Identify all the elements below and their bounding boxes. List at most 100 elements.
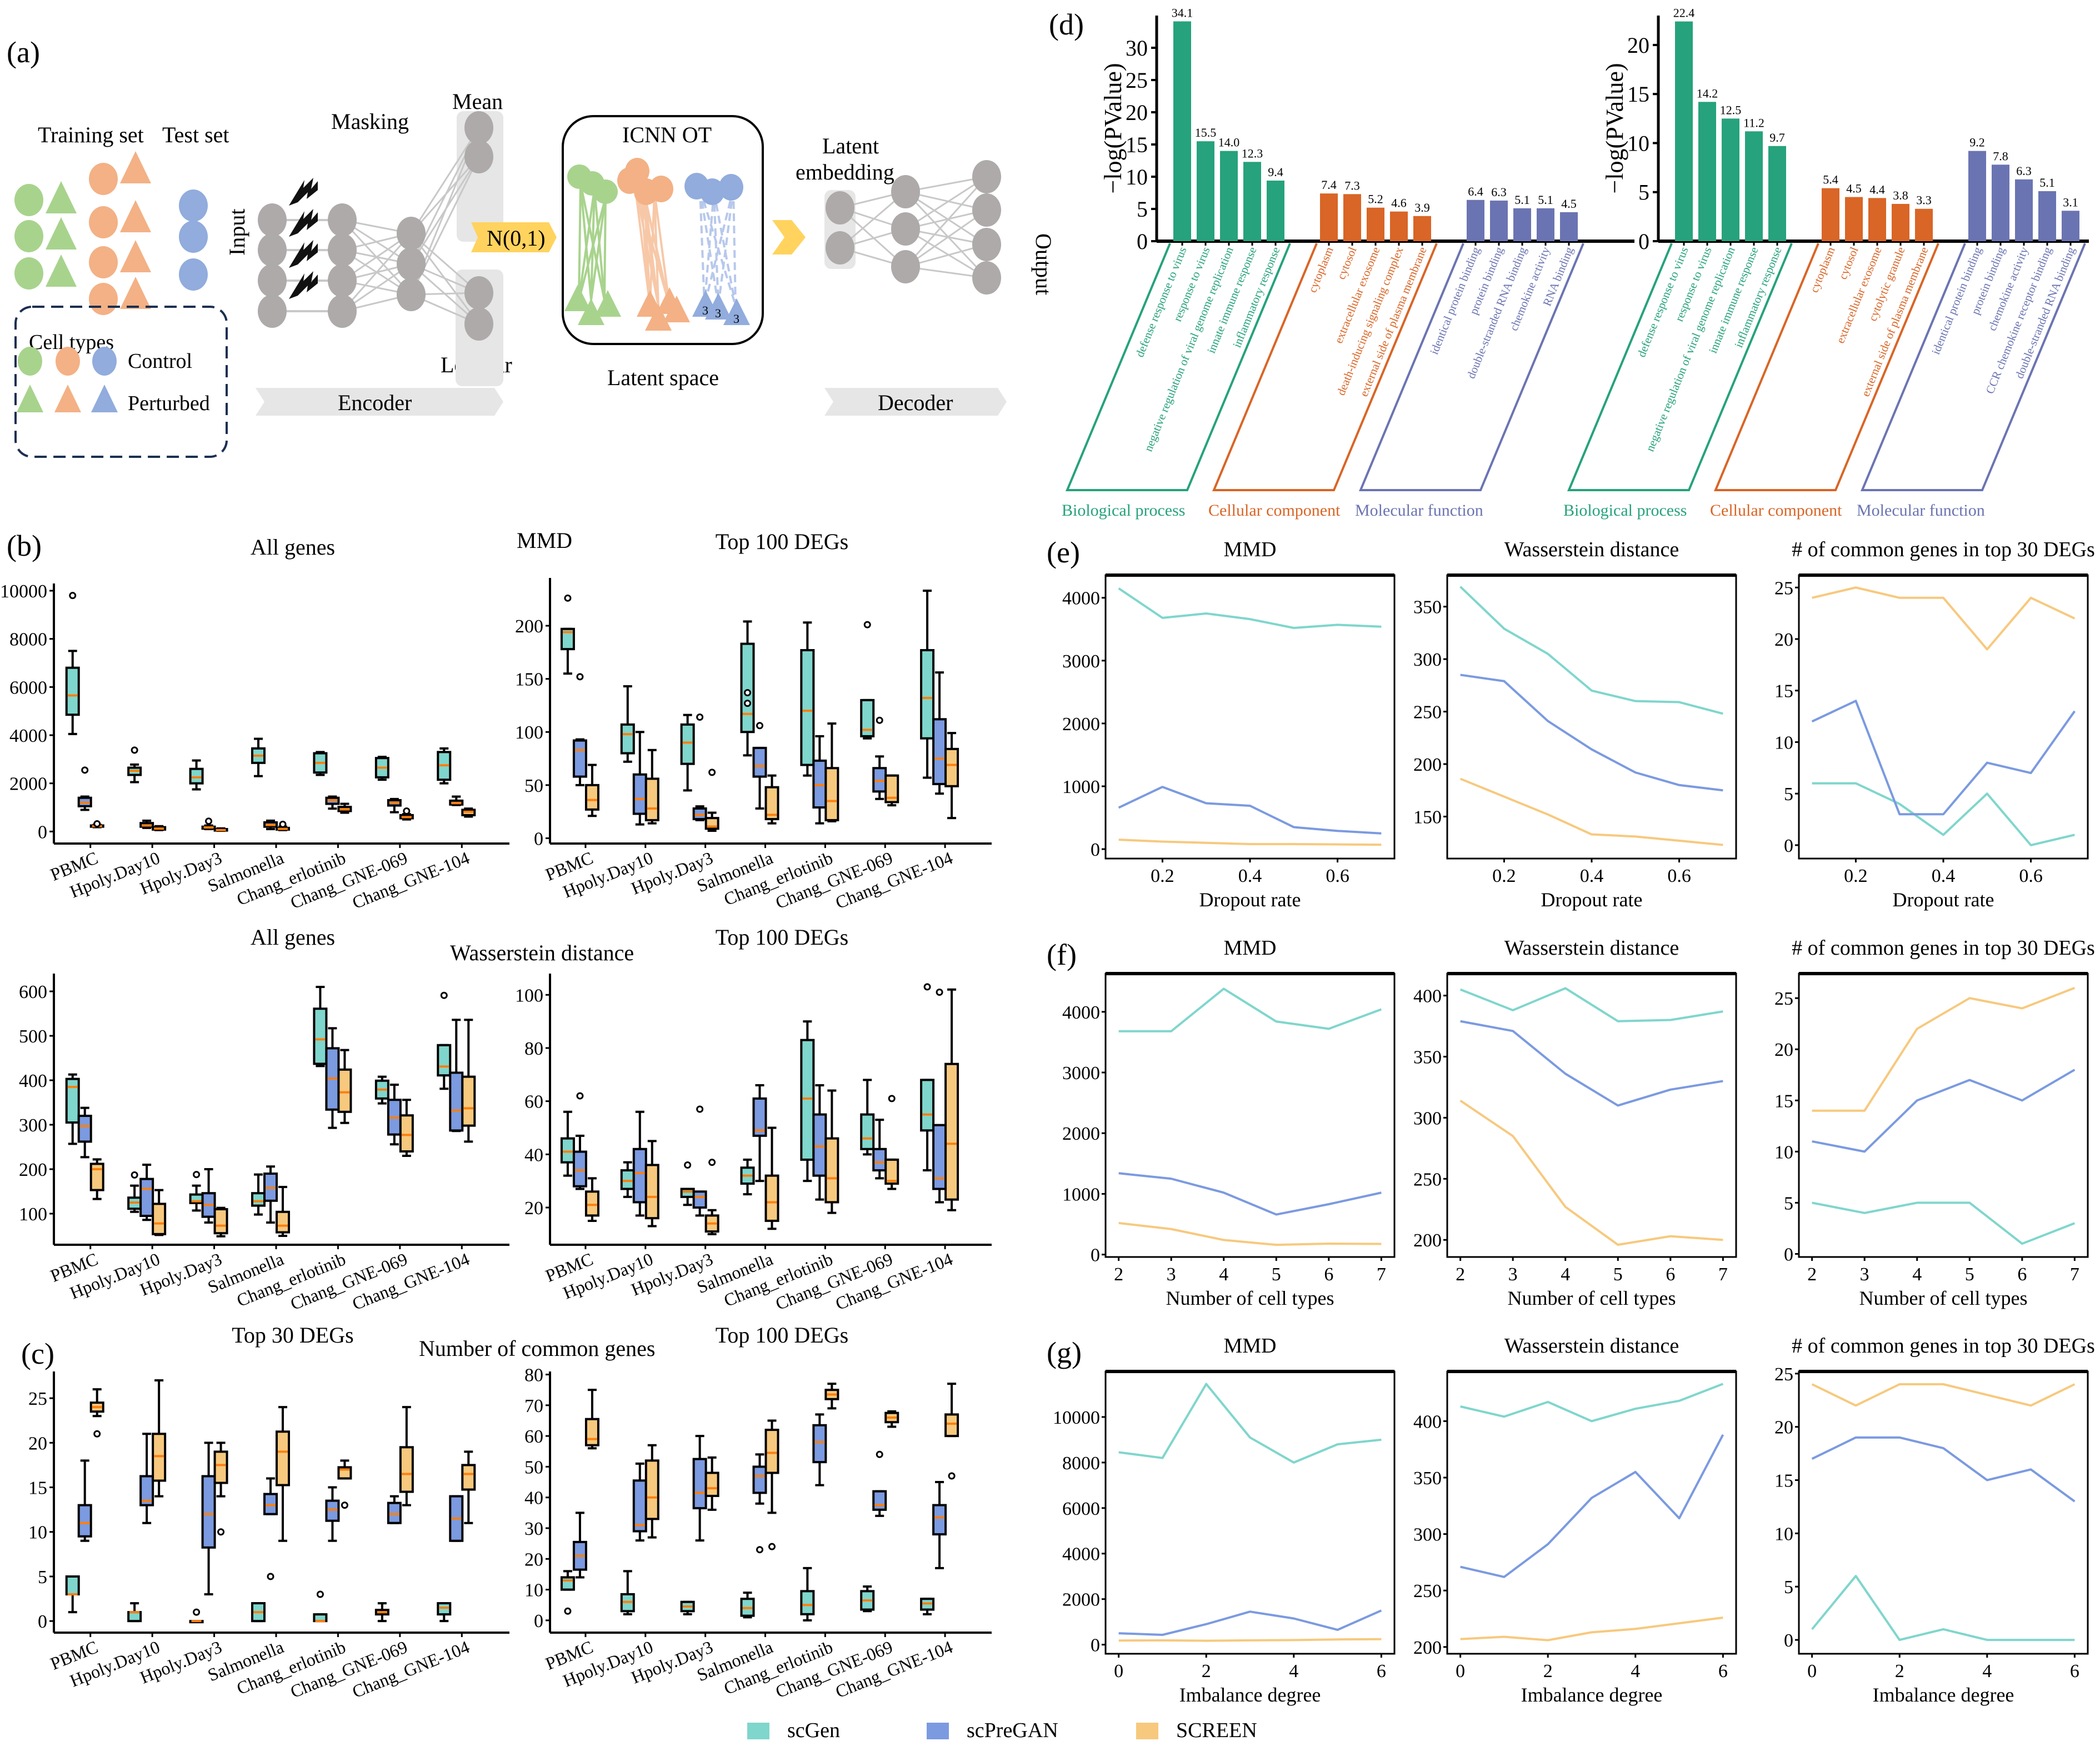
legend-swatch-SCREEN (1136, 1723, 1158, 1739)
panel-label-b: (b) (7, 529, 42, 562)
y-tick-label: 0 (534, 1611, 543, 1632)
bar (1390, 211, 1408, 241)
decoder-edge (905, 191, 987, 246)
outlier-point (756, 1546, 763, 1554)
control-cell-orange (89, 163, 118, 195)
outlier-point (756, 722, 763, 730)
y-tick-label: 200 (1413, 755, 1442, 775)
line-chart-e2: Wasserstein distance 150 200 250 300 350 0.2 0.… (1413, 538, 1737, 911)
x-tick-label: 2 (1202, 1661, 1211, 1682)
y-tick-label: 50 (524, 1457, 543, 1478)
bar (1768, 146, 1786, 241)
ot-edge-orange (653, 191, 671, 306)
y-axis-title: −log(PValue) (1601, 63, 1628, 194)
y-tick-label: 250 (1413, 1581, 1442, 1602)
encoder-node (397, 278, 426, 311)
x-axis-title: Imbalance degree (1873, 1684, 2014, 1706)
legend-label: scGen (787, 1719, 840, 1742)
bar (1868, 198, 1886, 241)
x-tick-label: 6 (1324, 1264, 1333, 1285)
x-axis-title: Dropout rate (1541, 889, 1643, 911)
decoder-node (972, 160, 1001, 193)
x-axis-title: Imbalance degree (1179, 1684, 1321, 1706)
box-iqr (860, 1113, 875, 1150)
bar-value-label: 15.5 (1195, 126, 1217, 139)
ot-edge-orange (643, 194, 651, 306)
encoder-node (258, 203, 287, 237)
box-iqr (752, 746, 767, 778)
box-iqr (692, 1458, 707, 1510)
outlier-point (131, 746, 138, 754)
cell-types-legend-box (14, 306, 228, 458)
chart-title: Top 100 DEGs (716, 1323, 848, 1348)
box-iqr (932, 1504, 947, 1536)
latent-label-three: 3 (715, 306, 721, 320)
y-tick-label: 70 (524, 1396, 543, 1416)
y-tick-label: 5 (1638, 180, 1649, 205)
series-line-SCREEN (1459, 1099, 1723, 1246)
box-iqr (560, 1576, 575, 1591)
control-cell-blue (179, 221, 208, 253)
box-iqr (77, 1504, 92, 1538)
x-tick-label: 6 (2070, 1661, 2079, 1682)
encoder-arrow (256, 388, 503, 416)
ot-edge-green (578, 188, 596, 301)
decoder-edge (904, 191, 988, 279)
decoder-edge (905, 209, 987, 268)
encoder-node (464, 276, 493, 310)
x-tick-label: 2 (1807, 1264, 1817, 1285)
category-group-label: Cellular component (1710, 501, 1842, 520)
box-iqr (437, 1602, 452, 1616)
masking-lightning-icon (289, 209, 318, 237)
outlier-point (403, 807, 411, 815)
box-iqr (139, 1178, 154, 1218)
ot-edge-blue (699, 188, 706, 306)
bar (1560, 212, 1578, 241)
legend-swatch-scGen (747, 1723, 769, 1739)
x-axis-title: Number of cell types (1166, 1287, 1334, 1309)
perturbed-cell-orange (120, 151, 151, 183)
y-tick-label: 0 (1137, 229, 1148, 254)
panel-label-g: (g) (1047, 1336, 1082, 1369)
chart-title: Top 30 DEGs (232, 1323, 353, 1348)
box-iqr (620, 1169, 635, 1190)
outlier-point (564, 1607, 572, 1615)
y-tick-label: 15 (1774, 1471, 1793, 1491)
chart-title: # of common genes in top 30 DEGs (1792, 538, 2095, 561)
y-tick-label: 80 (524, 1365, 543, 1386)
perturbed-cell-green (46, 217, 77, 250)
y-tick-label: 5 (1784, 784, 1793, 805)
encoder-network (258, 111, 493, 341)
box-iqr (764, 1174, 779, 1222)
series-line-SCREEN (1812, 986, 2076, 1112)
legend-label: SCREEN (1176, 1719, 1257, 1742)
y-tick-label: 4000 (1062, 1544, 1100, 1565)
box-iqr (932, 718, 947, 785)
box-iqr (752, 1097, 767, 1137)
line-chart-f2: Wasserstein distance 200 250 300 350 400 2 3 4 5 6… (1413, 936, 1737, 1309)
control-cell-blue (179, 258, 208, 291)
bar (1915, 208, 1933, 241)
bar-value-label: 3.3 (1916, 193, 1932, 207)
box-iqr (944, 747, 959, 787)
encoder-node (397, 247, 426, 281)
y-tick-label: 0 (1091, 1245, 1100, 1266)
outlier-point (744, 700, 751, 707)
box-iqr (387, 1501, 402, 1524)
x-tick-label: 2 (1543, 1661, 1553, 1682)
encoder-node (328, 295, 357, 328)
series-line-scPreGAN (1811, 700, 2076, 816)
box-iqr (461, 1464, 476, 1491)
cell-types-legend-glyphs (17, 347, 118, 412)
y-tick-label: 0 (534, 829, 543, 849)
x-tick-label: 0.4 (1932, 866, 1956, 886)
y-tick-label: 400 (19, 1071, 47, 1091)
y-tick-label: 15 (1774, 1091, 1793, 1111)
perturbed-cell-orange (120, 277, 151, 309)
box-iqr (764, 786, 779, 821)
box-iqr (127, 1611, 142, 1623)
x-axis-title: Dropout rate (1893, 889, 1994, 911)
y-tick-label: 20 (28, 1433, 47, 1454)
decoder-edge (905, 228, 987, 279)
